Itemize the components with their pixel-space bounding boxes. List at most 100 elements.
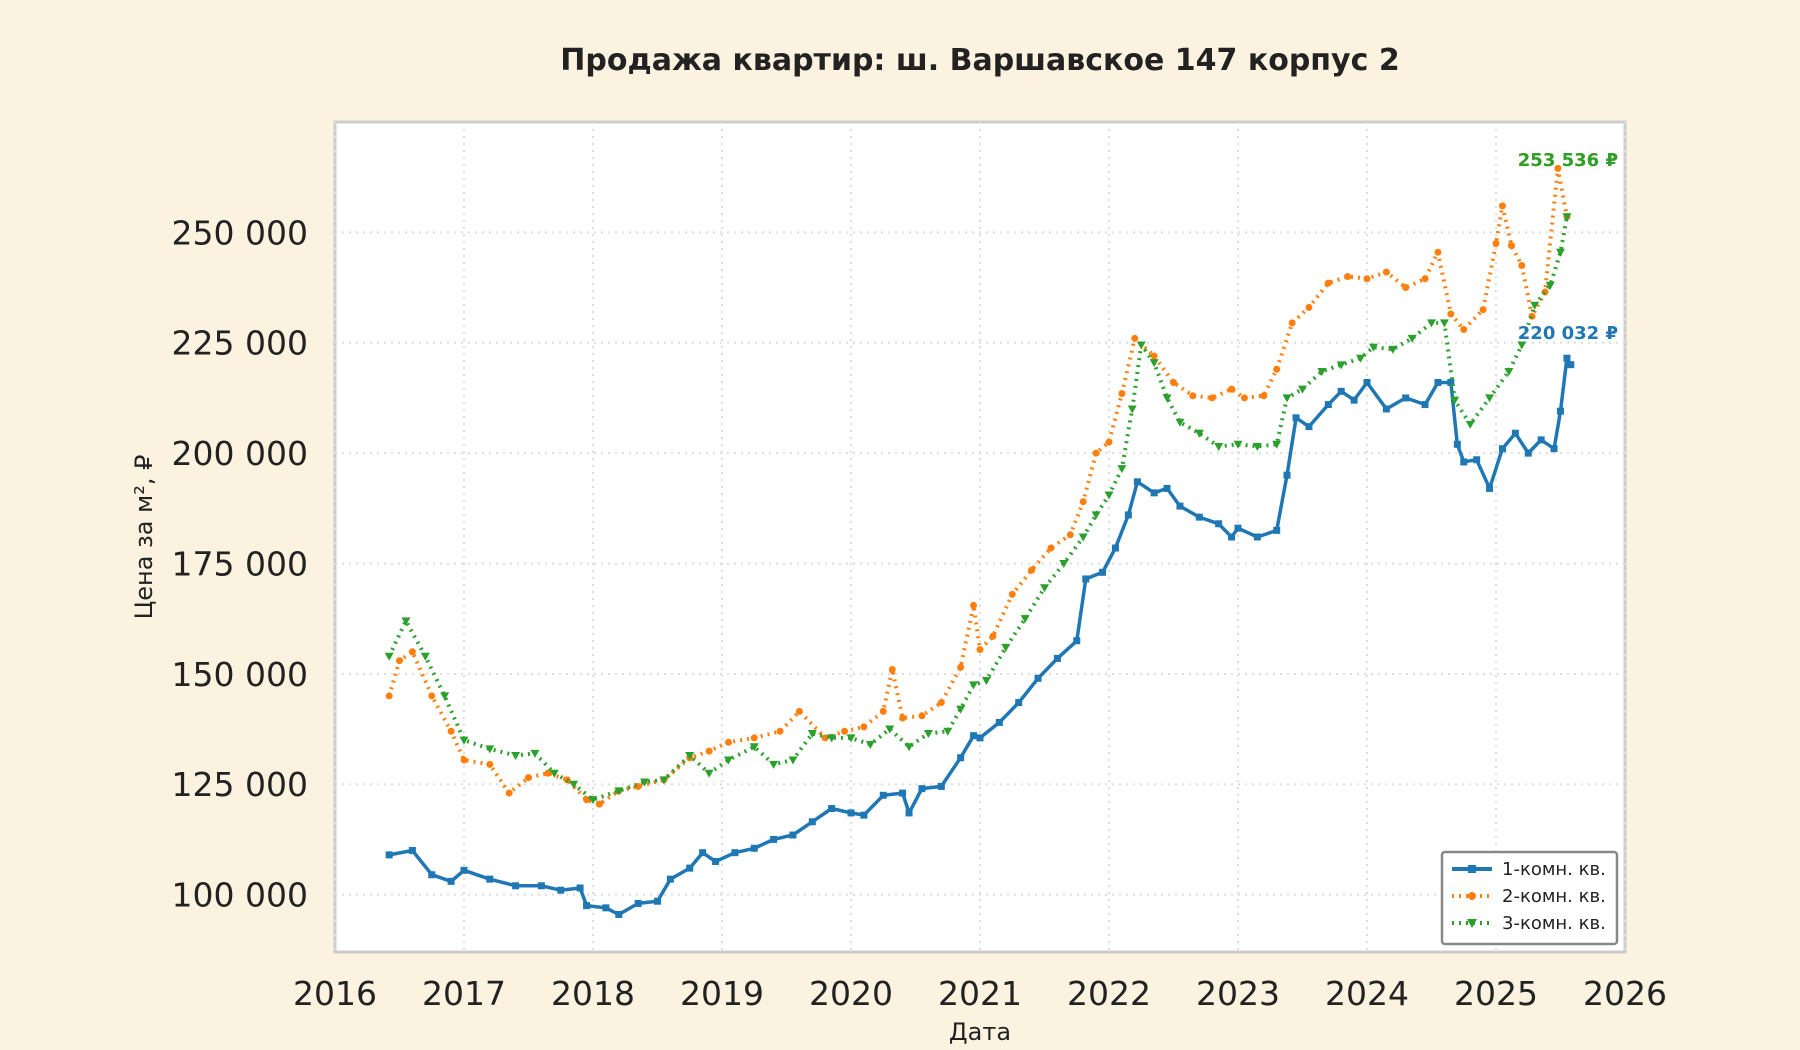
data-point bbox=[1517, 341, 1527, 350]
data-point bbox=[1356, 354, 1366, 363]
data-point bbox=[1288, 319, 1296, 327]
data-point bbox=[1040, 584, 1049, 593]
data-point bbox=[1260, 392, 1268, 400]
data-point bbox=[750, 734, 758, 742]
data-point bbox=[1170, 378, 1177, 386]
data-point bbox=[1194, 429, 1204, 438]
data-point bbox=[723, 756, 733, 765]
data-point bbox=[1447, 378, 1455, 386]
data-point bbox=[957, 663, 965, 671]
grid bbox=[334, 122, 1626, 952]
data-point bbox=[1215, 520, 1223, 528]
data-point bbox=[846, 734, 856, 743]
y-axis-ticks: 100 000 125 000 150 000 175 000 200 000 225 0… bbox=[172, 213, 308, 914]
x-tick-label: 2017 bbox=[422, 974, 506, 1013]
data-point bbox=[1427, 319, 1436, 328]
series-2-end-label: 253 536 ₽ bbox=[1518, 150, 1618, 171]
data-point bbox=[396, 657, 403, 665]
data-point bbox=[704, 769, 714, 778]
legend-box bbox=[1440, 850, 1619, 946]
data-point bbox=[1273, 365, 1281, 373]
series-3-end-label: 253 536 ₽ bbox=[1518, 150, 1618, 171]
series-1-end-label: 220 032 ₽ bbox=[1518, 323, 1618, 344]
chart-title: Продажа квартир: ш. Варшавское 147 корпу… bbox=[560, 43, 1399, 78]
data-point bbox=[1498, 202, 1506, 210]
data-point bbox=[530, 749, 540, 758]
data-point bbox=[1453, 440, 1461, 448]
data-point bbox=[1105, 438, 1113, 446]
y-tick-label: 250 000 bbox=[172, 213, 308, 252]
data-point bbox=[989, 632, 997, 640]
data-point bbox=[1195, 513, 1203, 521]
data-point bbox=[808, 818, 816, 826]
data-point bbox=[1363, 275, 1371, 283]
series-3 bbox=[384, 213, 1572, 805]
data-point bbox=[776, 727, 784, 735]
data-point bbox=[1524, 449, 1532, 457]
data-point bbox=[1066, 531, 1074, 539]
data-point bbox=[1468, 865, 1476, 873]
data-point bbox=[905, 809, 913, 817]
data-point bbox=[401, 617, 411, 626]
data-point bbox=[459, 736, 469, 745]
data-point bbox=[956, 705, 966, 714]
data-point bbox=[1567, 361, 1575, 369]
data-point bbox=[569, 780, 579, 789]
data-point bbox=[937, 699, 945, 707]
x-tick-label: 2024 bbox=[1325, 974, 1409, 1013]
series-1 bbox=[385, 354, 1575, 918]
data-point bbox=[1434, 378, 1442, 386]
data-point bbox=[1550, 445, 1558, 453]
data-point bbox=[614, 787, 624, 796]
y-tick-label: 225 000 bbox=[172, 324, 308, 363]
data-point bbox=[1350, 396, 1358, 404]
data-point bbox=[460, 756, 468, 764]
data-point bbox=[1073, 637, 1081, 645]
data-point bbox=[1273, 526, 1281, 534]
data-point bbox=[1189, 392, 1197, 400]
data-point bbox=[712, 857, 720, 865]
data-point bbox=[1150, 352, 1158, 360]
data-point bbox=[428, 871, 436, 879]
data-point bbox=[860, 723, 868, 731]
data-point bbox=[899, 714, 907, 722]
data-point bbox=[879, 791, 887, 799]
x-tick-label: 2019 bbox=[680, 974, 764, 1013]
data-point bbox=[1382, 405, 1390, 413]
data-point bbox=[1091, 511, 1101, 520]
data-point bbox=[654, 897, 661, 905]
data-point bbox=[750, 844, 758, 852]
legend-label: 3-комн. кв. bbox=[1502, 913, 1606, 934]
legend-label: 1-комн. кв. bbox=[1502, 859, 1606, 880]
data-point bbox=[770, 835, 778, 843]
data-point bbox=[821, 734, 829, 742]
data-point bbox=[511, 752, 521, 761]
series-2 bbox=[385, 164, 1571, 808]
data-point bbox=[659, 776, 669, 785]
data-point bbox=[1252, 442, 1262, 451]
data-point bbox=[1460, 458, 1468, 466]
data-point bbox=[981, 676, 991, 685]
data-point bbox=[1305, 423, 1313, 431]
data-point bbox=[1511, 429, 1519, 437]
data-point bbox=[1020, 615, 1030, 624]
data-point bbox=[1434, 248, 1442, 256]
data-point bbox=[1492, 239, 1500, 247]
series-line bbox=[387, 166, 1569, 807]
data-point bbox=[1150, 489, 1158, 497]
data-point bbox=[1467, 919, 1477, 928]
data-point bbox=[1111, 544, 1119, 552]
data-point bbox=[1283, 471, 1291, 479]
data-point bbox=[1047, 544, 1055, 552]
data-point bbox=[1324, 401, 1332, 409]
x-axis-ticks: 2016 2017 2018 2019 2020 2021 2022 2023 2024 2025… bbox=[293, 974, 1667, 1013]
data-point bbox=[879, 707, 887, 715]
data-point bbox=[1465, 420, 1475, 429]
data-point bbox=[576, 884, 584, 892]
data-point bbox=[969, 681, 979, 690]
data-point bbox=[1479, 306, 1487, 314]
data-point bbox=[807, 729, 817, 738]
data-point bbox=[428, 692, 436, 700]
data-point bbox=[795, 707, 803, 715]
x-tick-label: 2025 bbox=[1454, 974, 1538, 1013]
